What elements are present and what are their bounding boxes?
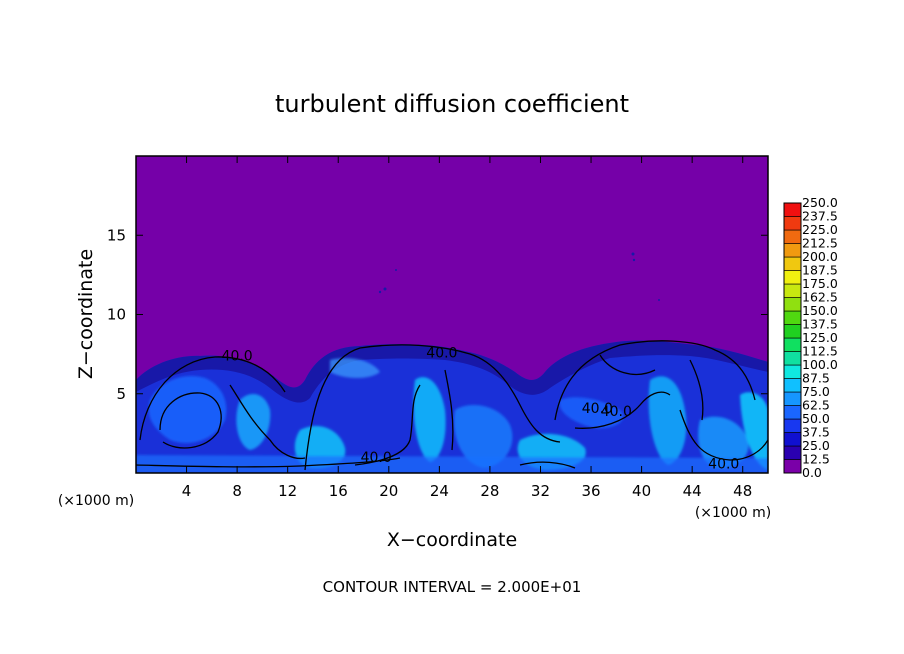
colorbar-label: 37.5 (802, 425, 830, 440)
contour-interval-footer: CONTOUR INTERVAL = 2.000E+01 (323, 578, 582, 596)
colorbar-label: 250.0 (802, 195, 838, 210)
y-tick-label: 10 (107, 306, 126, 324)
colorbar-swatch (783, 432, 802, 447)
colorbar-label: 237.5 (802, 209, 838, 224)
x-tick-label: 20 (379, 482, 398, 500)
colorbar-swatch (783, 378, 802, 393)
speck (395, 269, 397, 271)
colorbar-swatch (783, 459, 802, 474)
colorbar-swatch (783, 310, 802, 325)
x-tick-label: 28 (480, 482, 499, 500)
colorbar-swatch (783, 445, 802, 460)
colorbar-label: 0.0 (802, 465, 822, 480)
contour-label: 40.0 (222, 349, 253, 365)
x-tick-label: 12 (278, 482, 297, 500)
chart-title: turbulent diffusion coefficient (275, 90, 629, 118)
colorbar-swatch (783, 351, 802, 366)
colorbar-swatch (783, 256, 802, 271)
colorbar-label: 125.0 (802, 330, 838, 345)
colorbar-label: 175.0 (802, 276, 838, 291)
contour-labels: 40.0 40.040.040.040.040.0 (222, 346, 740, 473)
x-axis-label: X−coordinate (387, 529, 517, 551)
x-tick-label: 32 (531, 482, 550, 500)
colorbar-label: 75.0 (802, 384, 830, 399)
colorbar-label: 150.0 (802, 303, 838, 318)
colorbar-swatch (783, 216, 802, 231)
turbulent-edge (136, 340, 768, 403)
x-tick-label: 44 (683, 482, 702, 500)
colorbar-label: 87.5 (802, 371, 830, 386)
x-unit-left: (×1000 m) (58, 493, 134, 509)
colorbar-swatch (783, 270, 802, 285)
plot-area: 40.0 40.040.040.040.040.0 (136, 156, 768, 473)
x-tick-labels: 4 8 12 16 20 24 28 32 36 40 44 48 (182, 482, 752, 500)
colorbar-label: 100.0 (802, 357, 838, 372)
contour-label: 40.0 (426, 346, 457, 362)
contour-label: 40.0 (361, 450, 392, 466)
contour-label: 40.0 (601, 404, 632, 420)
x-tick-label: 16 (329, 482, 348, 500)
x-tick-label: 4 (182, 482, 192, 500)
y-tick-label: 15 (107, 226, 126, 244)
x-tick-label: 24 (430, 482, 449, 500)
y-axis-label: Z−coordinate (75, 249, 97, 379)
colorbar-swatch (783, 405, 802, 420)
colorbar-label: 225.0 (802, 222, 838, 237)
colorbar-label: 112.5 (802, 344, 838, 359)
colorbar-label: 25.0 (802, 438, 830, 453)
colorbar-swatch (783, 283, 802, 298)
axis-ticks (136, 156, 768, 473)
x-tick-label: 40 (632, 482, 651, 500)
speck (383, 287, 387, 291)
colorbar-swatch (783, 202, 802, 217)
colorbar-label: 200.0 (802, 249, 838, 264)
contour-label: 40.0 (708, 456, 739, 472)
colorbar-label: 137.5 (802, 317, 838, 332)
speck (658, 299, 660, 301)
colorbar-label: 187.5 (802, 263, 838, 278)
colorbar-swatch (783, 391, 802, 406)
colorbar-swatch (783, 229, 802, 244)
colorbar-swatch (783, 324, 802, 339)
speck (631, 252, 635, 256)
colorbar-swatch (783, 243, 802, 258)
speck (378, 290, 382, 294)
x-tick-label: 48 (733, 482, 752, 500)
speck (632, 258, 636, 262)
colorbar-swatch (783, 337, 802, 352)
x-unit-right: (×1000 m) (695, 505, 771, 521)
y-tick-label: 5 (116, 385, 126, 403)
colorbar-label: 62.5 (802, 398, 830, 413)
colorbar: 0.012.525.037.550.062.575.087.5100.0112.… (783, 195, 838, 480)
colorbar-swatch (783, 364, 802, 379)
y-tick-labels: 5 10 15 (107, 226, 126, 403)
x-tick-label: 8 (232, 482, 242, 500)
colorbar-label: 12.5 (802, 452, 830, 467)
colorbar-label: 162.5 (802, 290, 838, 305)
contour-label: 40.0 (582, 401, 613, 417)
colorbar-swatch (783, 297, 802, 312)
x-tick-label: 36 (581, 482, 600, 500)
colorbar-frame (783, 202, 802, 474)
contour-lines (136, 340, 768, 471)
colorbar-label: 212.5 (802, 236, 838, 251)
colorbar-swatch (783, 418, 802, 433)
colorbar-label: 50.0 (802, 411, 830, 426)
